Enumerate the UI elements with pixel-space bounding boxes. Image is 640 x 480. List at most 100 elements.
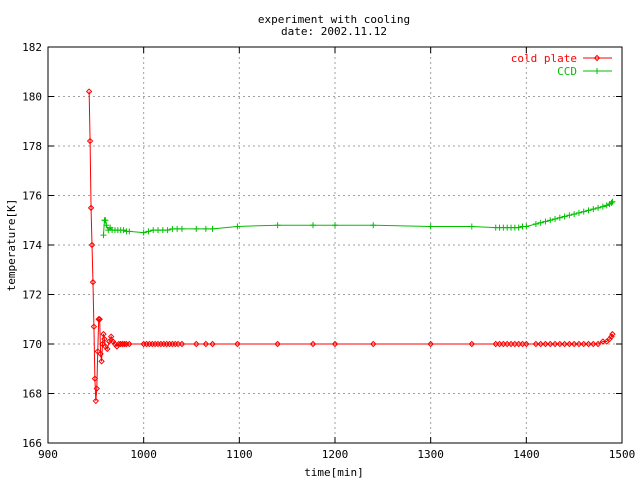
data-point-ccd <box>547 217 554 224</box>
data-point-ccd <box>332 222 338 229</box>
legend-marker-ccd <box>594 68 600 74</box>
y-axis-label: temperature[K] <box>5 199 18 292</box>
data-point-ccd <box>595 204 602 211</box>
data-point-cold-plate <box>85 88 93 95</box>
data-point-cold-plate <box>89 278 97 286</box>
grid <box>48 47 622 443</box>
data-point-cold-plate <box>427 340 434 348</box>
data-point-cold-plate <box>87 204 95 212</box>
data-point-cold-plate <box>523 340 530 348</box>
data-point-ccd <box>468 223 475 230</box>
data-point-cold-plate <box>309 340 317 348</box>
data-point-cold-plate <box>104 345 111 353</box>
data-point-ccd <box>202 225 209 232</box>
data-point-ccd <box>140 229 147 236</box>
data-point-cold-plate <box>537 340 544 348</box>
data-point-ccd <box>145 228 152 235</box>
y-tick-label: 174 <box>22 239 42 252</box>
data-point-ccd <box>178 225 185 232</box>
data-point-cold-plate <box>193 340 200 348</box>
data-point-ccd <box>575 209 582 216</box>
data-point-ccd <box>552 216 559 223</box>
data-point-cold-plate <box>121 340 128 348</box>
y-tick-label: 166 <box>22 437 42 450</box>
data-point-cold-plate <box>97 350 104 358</box>
data-point-ccd <box>599 203 606 210</box>
data-point-ccd <box>274 222 281 229</box>
data-point-ccd <box>523 223 530 230</box>
data-point-ccd <box>164 227 171 234</box>
data-point-cold-plate <box>585 340 592 348</box>
data-point-ccd <box>370 222 377 229</box>
data-point-cold-plate <box>609 330 616 338</box>
data-point-ccd <box>571 211 578 218</box>
y-tick-label: 176 <box>22 190 42 203</box>
legend-label-cold-plate: cold plate <box>511 52 577 65</box>
x-tick-label: 1100 <box>226 448 253 461</box>
data-point-ccd <box>100 232 107 239</box>
x-tick-label: 1400 <box>513 448 540 461</box>
x-tick-label: 1200 <box>322 448 349 461</box>
series-group <box>85 88 616 405</box>
x-tick-label: 1500 <box>609 448 636 461</box>
x-tick-label: 900 <box>38 448 58 461</box>
data-point-cold-plate <box>274 340 281 348</box>
data-point-ccd <box>580 208 587 215</box>
data-point-cold-plate <box>209 340 216 348</box>
chart-subtitle: date: 2002.11.12 <box>281 25 387 38</box>
data-point-ccd <box>561 213 568 220</box>
data-point-ccd <box>590 206 597 213</box>
data-point-ccd <box>532 220 539 227</box>
y-tick-label: 180 <box>22 91 42 104</box>
y-tick-label: 182 <box>22 41 42 54</box>
data-point-cold-plate <box>96 316 103 323</box>
data-point-ccd <box>515 224 522 231</box>
data-point-cold-plate <box>234 340 241 348</box>
data-point-ccd <box>537 219 544 226</box>
chart-title: experiment with cooling <box>258 13 410 26</box>
data-point-ccd <box>103 222 110 229</box>
data-point-cold-plate <box>566 340 573 348</box>
data-point-ccd <box>309 222 316 229</box>
series-ccd <box>100 198 616 239</box>
data-point-cold-plate <box>551 340 559 348</box>
data-point-ccd <box>126 228 133 235</box>
series-line-cold-plate <box>88 91 613 401</box>
y-tick-label: 178 <box>22 140 42 153</box>
y-tick-label: 170 <box>22 338 42 351</box>
y-tick-label: 168 <box>22 388 42 401</box>
data-point-cold-plate <box>202 340 210 348</box>
x-tick-label: 1000 <box>130 448 157 461</box>
data-point-ccd <box>566 212 573 219</box>
data-point-cold-plate <box>126 340 133 348</box>
data-point-cold-plate <box>331 340 339 348</box>
data-point-cold-plate <box>590 340 597 348</box>
x-tick-label: 1300 <box>417 448 444 461</box>
data-point-ccd <box>102 217 109 224</box>
data-point-cold-plate <box>101 335 108 343</box>
series-line-ccd <box>102 201 613 236</box>
data-point-ccd <box>234 223 241 230</box>
data-point-ccd <box>542 218 549 225</box>
data-point-ccd <box>609 198 616 205</box>
data-point-cold-plate <box>575 340 583 348</box>
data-point-cold-plate <box>92 397 100 405</box>
data-point-cold-plate <box>561 340 568 348</box>
series-cold-plate <box>85 88 616 405</box>
data-point-cold-plate <box>98 358 105 365</box>
data-point-cold-plate <box>468 340 476 348</box>
data-point-cold-plate <box>93 385 100 392</box>
data-point-cold-plate <box>547 340 554 348</box>
data-point-cold-plate <box>580 340 587 348</box>
axis-ticks: 900 1000 1100 1200 1300 1400 1500 166 168 170 172 1… <box>22 41 635 461</box>
data-point-cold-plate <box>86 137 94 145</box>
data-point-ccd <box>608 199 615 206</box>
data-point-cold-plate <box>91 375 99 382</box>
data-point-cold-plate <box>107 333 115 340</box>
data-point-cold-plate <box>594 340 602 348</box>
data-point-cold-plate <box>100 330 107 338</box>
legend-label-ccd: CCD <box>557 65 577 78</box>
data-point-cold-plate <box>178 340 186 348</box>
